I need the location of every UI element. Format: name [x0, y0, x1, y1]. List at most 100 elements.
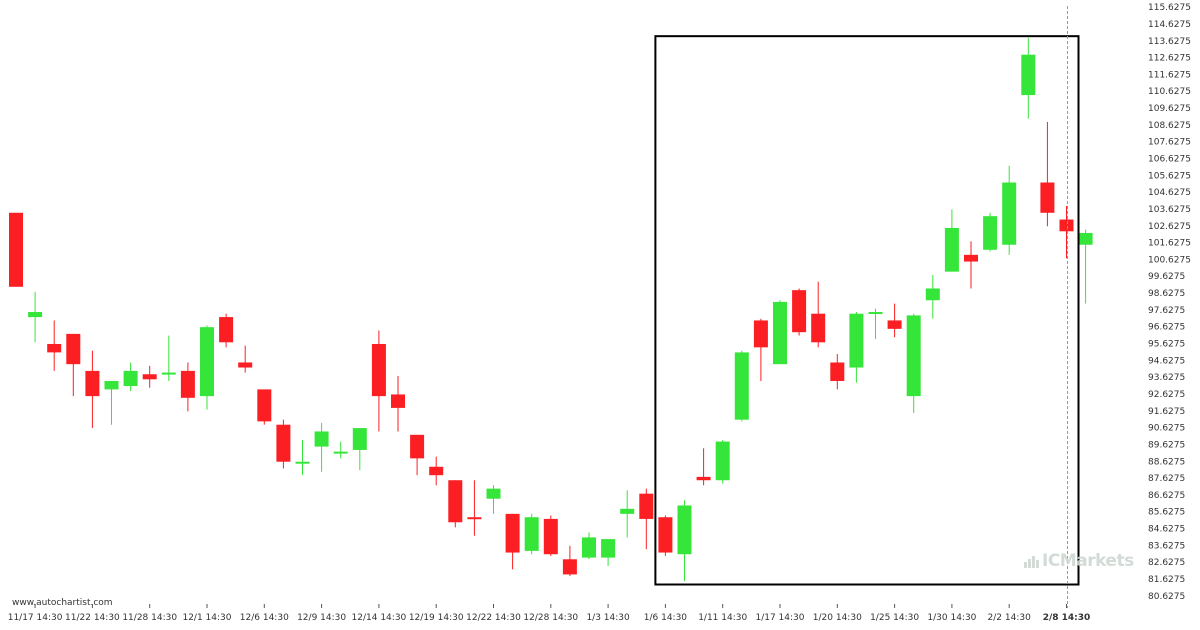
candle-body: [352, 428, 367, 450]
candle: [658, 515, 673, 556]
time-tick-label: 1/30 14:30: [927, 613, 976, 623]
candle: [429, 456, 444, 486]
candle: [448, 480, 463, 528]
candle-body: [658, 517, 673, 553]
price-tick-label: 89.6275: [1148, 440, 1185, 450]
candle-body: [429, 466, 444, 476]
candle-body: [753, 320, 768, 348]
time-tick-label: 12/6 14:30: [240, 613, 289, 623]
price-tick-label: 90.6275: [1148, 424, 1185, 434]
candle-body: [219, 317, 234, 343]
candle: [944, 209, 959, 272]
candle: [925, 275, 940, 319]
candle: [868, 308, 883, 339]
time-tick-label: 12/1 14:30: [182, 613, 231, 623]
candle: [352, 428, 367, 471]
price-tick-label: 107.6275: [1148, 138, 1191, 148]
candle-body: [314, 431, 329, 447]
price-tick-label: 91.6275: [1148, 407, 1185, 417]
watermark-text: ICMarkets: [1042, 551, 1134, 571]
candle-body: [1021, 54, 1036, 96]
candle: [830, 354, 845, 390]
candle-body: [467, 517, 482, 520]
time-tick-label: 2/8 14:30: [1043, 613, 1091, 623]
time-tick-label: 1/3 14:30: [586, 613, 630, 623]
candle-body: [123, 370, 138, 387]
candle-body: [715, 441, 730, 481]
price-tick-label: 80.6275: [1148, 592, 1185, 602]
candle-body: [104, 380, 119, 390]
candle-body: [830, 362, 845, 381]
candle-body: [620, 508, 635, 514]
candle: [849, 312, 864, 383]
candle: [238, 345, 253, 373]
candle: [620, 490, 635, 538]
candle-body: [66, 333, 81, 365]
candle-body: [849, 313, 864, 368]
candle: [811, 281, 826, 348]
candle: [505, 513, 520, 570]
candle-body: [28, 312, 43, 318]
candle: [734, 350, 749, 422]
price-tick-label: 113.6275: [1148, 37, 1191, 47]
candle: [1059, 206, 1074, 259]
price-tick-label: 108.6275: [1148, 121, 1191, 131]
candle: [371, 330, 386, 432]
price-tick-label: 100.6275: [1148, 255, 1191, 265]
candle: [467, 480, 482, 536]
candle-body: [562, 559, 577, 575]
candle: [753, 318, 768, 381]
time-tick-label: 12/28 14:30: [523, 613, 578, 623]
candle-body: [868, 312, 883, 315]
candle: [715, 439, 730, 484]
candle-body: [142, 374, 157, 380]
candle: [773, 300, 787, 365]
candle-body: [964, 254, 978, 262]
price-tick-label: 81.6275: [1148, 575, 1185, 585]
time-tick-label: 1/6 14:30: [644, 613, 688, 623]
price-tick-label: 87.6275: [1148, 474, 1185, 484]
time-tick-label: 12/22 14:30: [466, 613, 521, 623]
price-tick-label: 102.6275: [1148, 222, 1191, 232]
brand-watermark: ICMarkets: [1024, 551, 1134, 571]
candle: [696, 448, 711, 486]
price-tick-label: 93.6275: [1148, 373, 1185, 383]
candle: [9, 212, 23, 287]
price-tick-label: 86.6275: [1148, 491, 1185, 501]
candle-body: [811, 313, 826, 343]
candle-body: [371, 343, 386, 397]
candle: [85, 350, 100, 429]
candle: [983, 212, 998, 252]
candle: [1002, 165, 1017, 255]
candle-body: [276, 424, 291, 462]
candle-body: [601, 539, 616, 558]
candle: [295, 439, 310, 476]
time-tick-label: 12/9 14:30: [297, 613, 346, 623]
candle-body: [792, 290, 807, 333]
candle-body: [47, 343, 62, 353]
time-tick-label: 11/28 14:30: [122, 613, 177, 623]
price-tick-label: 104.6275: [1148, 188, 1191, 198]
candle: [257, 389, 272, 425]
candle-body: [696, 476, 711, 481]
time-tick-label: 1/25 14:30: [870, 613, 919, 623]
time-tick-label: 1/17 14:30: [755, 613, 804, 623]
candle: [1021, 37, 1036, 119]
candle-body: [295, 461, 310, 464]
candle-body: [1002, 182, 1017, 245]
candle: [66, 333, 81, 397]
candle-body: [887, 320, 902, 329]
time-tick-label: 1/20 14:30: [813, 613, 862, 623]
candle-body: [524, 517, 539, 551]
time-tick-label: 12/14 14:30: [352, 613, 407, 623]
candle-body: [925, 288, 940, 301]
candle: [333, 441, 348, 459]
price-axis: 115.6275 114.6275 113.6275 112.6275 111.6275…: [1148, 3, 1191, 602]
candle: [219, 313, 234, 348]
candle: [964, 241, 978, 289]
source-label[interactable]: www.autochartist.com: [12, 598, 113, 608]
candle: [47, 320, 62, 371]
candle-body: [85, 370, 100, 397]
candle: [486, 485, 501, 514]
time-tick-label: 12/19 14:30: [409, 613, 464, 623]
